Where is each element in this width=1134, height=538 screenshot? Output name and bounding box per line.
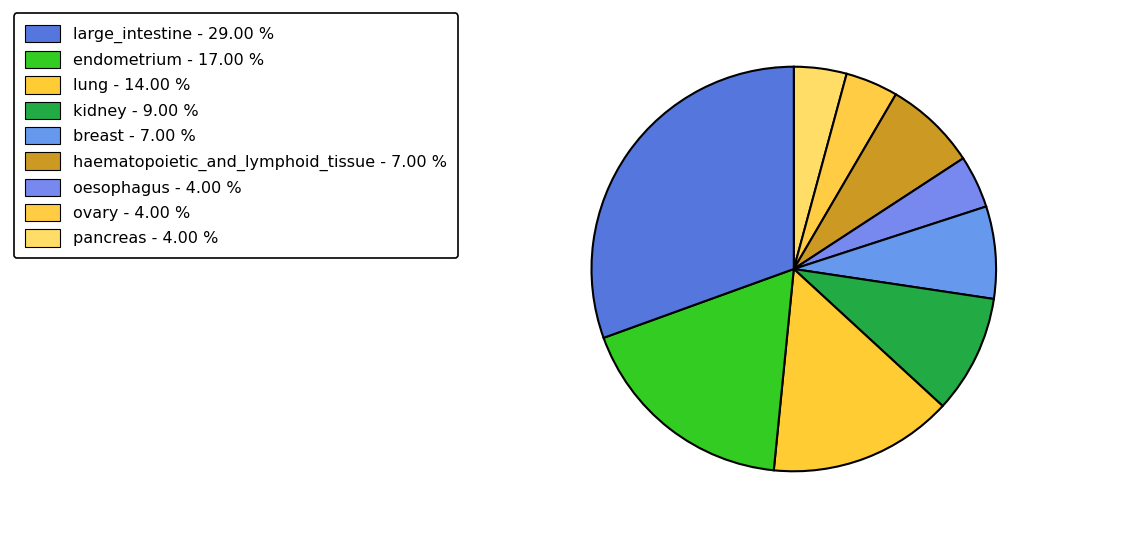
Wedge shape [794,269,993,406]
Wedge shape [794,207,996,299]
Wedge shape [794,158,987,269]
Wedge shape [773,269,942,471]
Legend: large_intestine - 29.00 %, endometrium - 17.00 %, lung - 14.00 %, kidney - 9.00 : large_intestine - 29.00 %, endometrium -… [14,13,458,258]
Wedge shape [603,269,794,470]
Wedge shape [794,74,896,269]
Wedge shape [592,67,794,338]
Wedge shape [794,94,963,269]
Wedge shape [794,67,847,269]
